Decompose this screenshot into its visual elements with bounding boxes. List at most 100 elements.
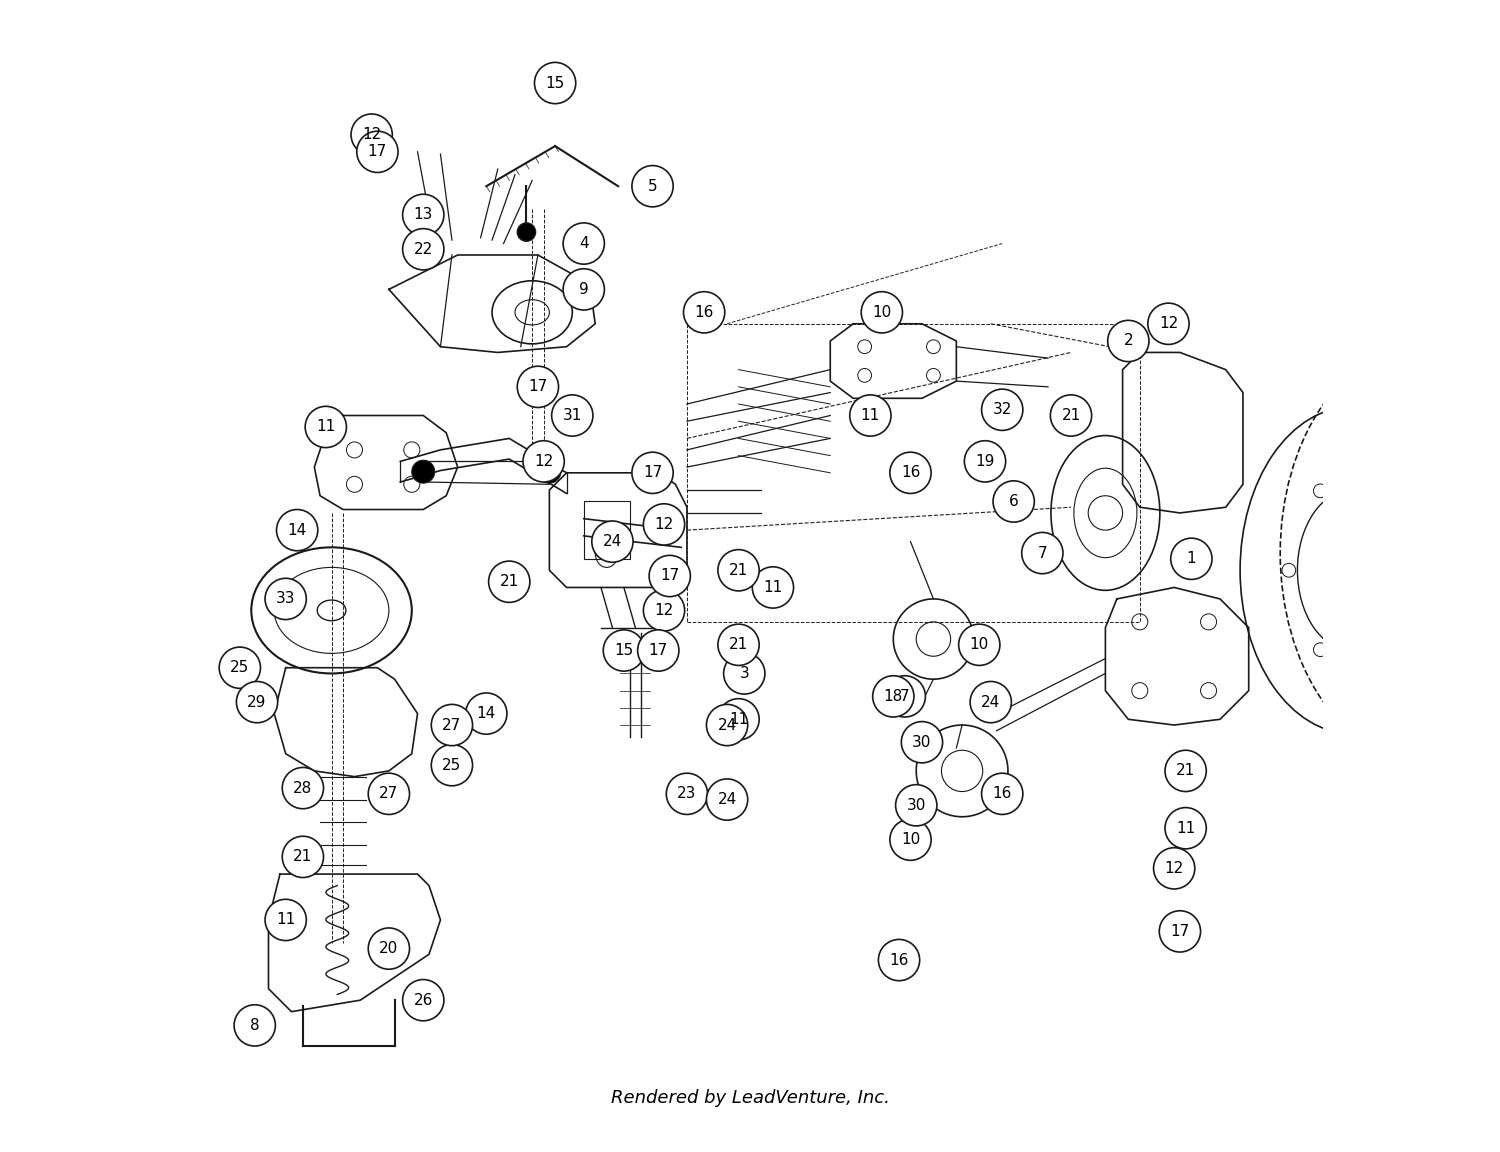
Circle shape <box>368 773 410 814</box>
Text: 17: 17 <box>644 465 662 480</box>
Circle shape <box>282 836 324 878</box>
Text: 11: 11 <box>276 912 296 927</box>
Circle shape <box>890 453 932 493</box>
Circle shape <box>524 441 564 482</box>
Circle shape <box>518 366 558 408</box>
Circle shape <box>432 744 472 786</box>
Text: 4: 4 <box>579 236 588 251</box>
Text: 23: 23 <box>678 787 696 802</box>
Text: 32: 32 <box>993 402 1012 417</box>
Circle shape <box>849 395 891 437</box>
Text: 17: 17 <box>660 568 680 584</box>
Circle shape <box>402 228 444 270</box>
Text: 19: 19 <box>975 454 994 469</box>
Circle shape <box>413 460 435 483</box>
Circle shape <box>237 682 278 722</box>
Circle shape <box>432 704 472 745</box>
Text: 10: 10 <box>871 305 891 320</box>
Text: 31: 31 <box>562 408 582 423</box>
Circle shape <box>1148 303 1190 344</box>
Circle shape <box>1022 532 1064 574</box>
Text: 24: 24 <box>603 535 622 550</box>
Text: 25: 25 <box>442 758 462 773</box>
Circle shape <box>650 555 690 597</box>
Text: 21: 21 <box>294 849 312 864</box>
Circle shape <box>902 721 942 763</box>
Text: 21: 21 <box>729 637 748 652</box>
Text: 12: 12 <box>654 602 674 617</box>
Text: 21: 21 <box>1062 408 1080 423</box>
Text: 11: 11 <box>729 712 748 727</box>
Circle shape <box>753 567 794 608</box>
Circle shape <box>465 694 507 734</box>
Text: 14: 14 <box>477 706 496 721</box>
Circle shape <box>562 268 604 310</box>
Text: 16: 16 <box>993 787 1012 802</box>
Text: 9: 9 <box>579 282 588 297</box>
Text: 10: 10 <box>902 832 920 847</box>
Text: 11: 11 <box>861 408 880 423</box>
Bar <box>584 501 630 559</box>
Circle shape <box>958 624 1000 666</box>
Circle shape <box>552 395 592 437</box>
Circle shape <box>1160 911 1200 952</box>
Text: 24: 24 <box>981 695 1000 710</box>
Text: 12: 12 <box>1164 861 1184 876</box>
Text: 18: 18 <box>884 689 903 704</box>
Circle shape <box>896 785 938 826</box>
Circle shape <box>964 441 1005 482</box>
Text: 22: 22 <box>414 242 434 257</box>
Text: 25: 25 <box>230 660 249 675</box>
Text: 11: 11 <box>1176 820 1196 835</box>
Text: 17: 17 <box>368 144 387 159</box>
Text: 27: 27 <box>442 718 462 733</box>
Text: 10: 10 <box>969 637 988 652</box>
Text: 12: 12 <box>534 454 554 469</box>
Circle shape <box>718 624 759 666</box>
Text: 5: 5 <box>648 179 657 194</box>
Circle shape <box>1166 808 1206 849</box>
Circle shape <box>1170 538 1212 579</box>
Circle shape <box>276 509 318 551</box>
Circle shape <box>282 767 324 809</box>
Circle shape <box>351 114 393 156</box>
Circle shape <box>981 773 1023 814</box>
Text: 11: 11 <box>764 579 783 594</box>
Circle shape <box>562 222 604 264</box>
Text: 14: 14 <box>288 523 308 538</box>
Text: 1: 1 <box>1186 552 1196 567</box>
Text: 6: 6 <box>1010 494 1019 509</box>
Circle shape <box>723 653 765 695</box>
Text: 21: 21 <box>729 563 748 578</box>
Text: 15: 15 <box>546 76 564 91</box>
Circle shape <box>884 676 926 717</box>
Circle shape <box>1050 395 1092 437</box>
Text: 7: 7 <box>1038 546 1047 561</box>
Circle shape <box>993 480 1035 522</box>
Circle shape <box>666 773 708 814</box>
Text: 17: 17 <box>528 379 548 394</box>
Text: 17: 17 <box>648 643 668 658</box>
Text: 2: 2 <box>1124 333 1132 348</box>
Circle shape <box>1166 750 1206 791</box>
Text: 26: 26 <box>414 993 434 1008</box>
Circle shape <box>879 939 920 980</box>
Text: 30: 30 <box>906 798 926 813</box>
Text: Rendered by LeadVenture, Inc.: Rendered by LeadVenture, Inc. <box>610 1089 890 1107</box>
Text: 16: 16 <box>694 305 714 320</box>
Text: 12: 12 <box>362 127 381 142</box>
Text: 7: 7 <box>900 689 909 704</box>
Text: 16: 16 <box>890 953 909 968</box>
Circle shape <box>518 222 536 241</box>
Text: 12: 12 <box>654 517 674 532</box>
Circle shape <box>873 676 913 717</box>
Text: 15: 15 <box>615 643 633 658</box>
Circle shape <box>861 291 903 333</box>
Text: 16: 16 <box>902 465 920 480</box>
Circle shape <box>718 550 759 591</box>
Circle shape <box>644 503 684 545</box>
Text: 17: 17 <box>1170 924 1190 939</box>
Text: 24: 24 <box>717 718 736 733</box>
Circle shape <box>304 407 346 448</box>
Circle shape <box>706 704 747 745</box>
